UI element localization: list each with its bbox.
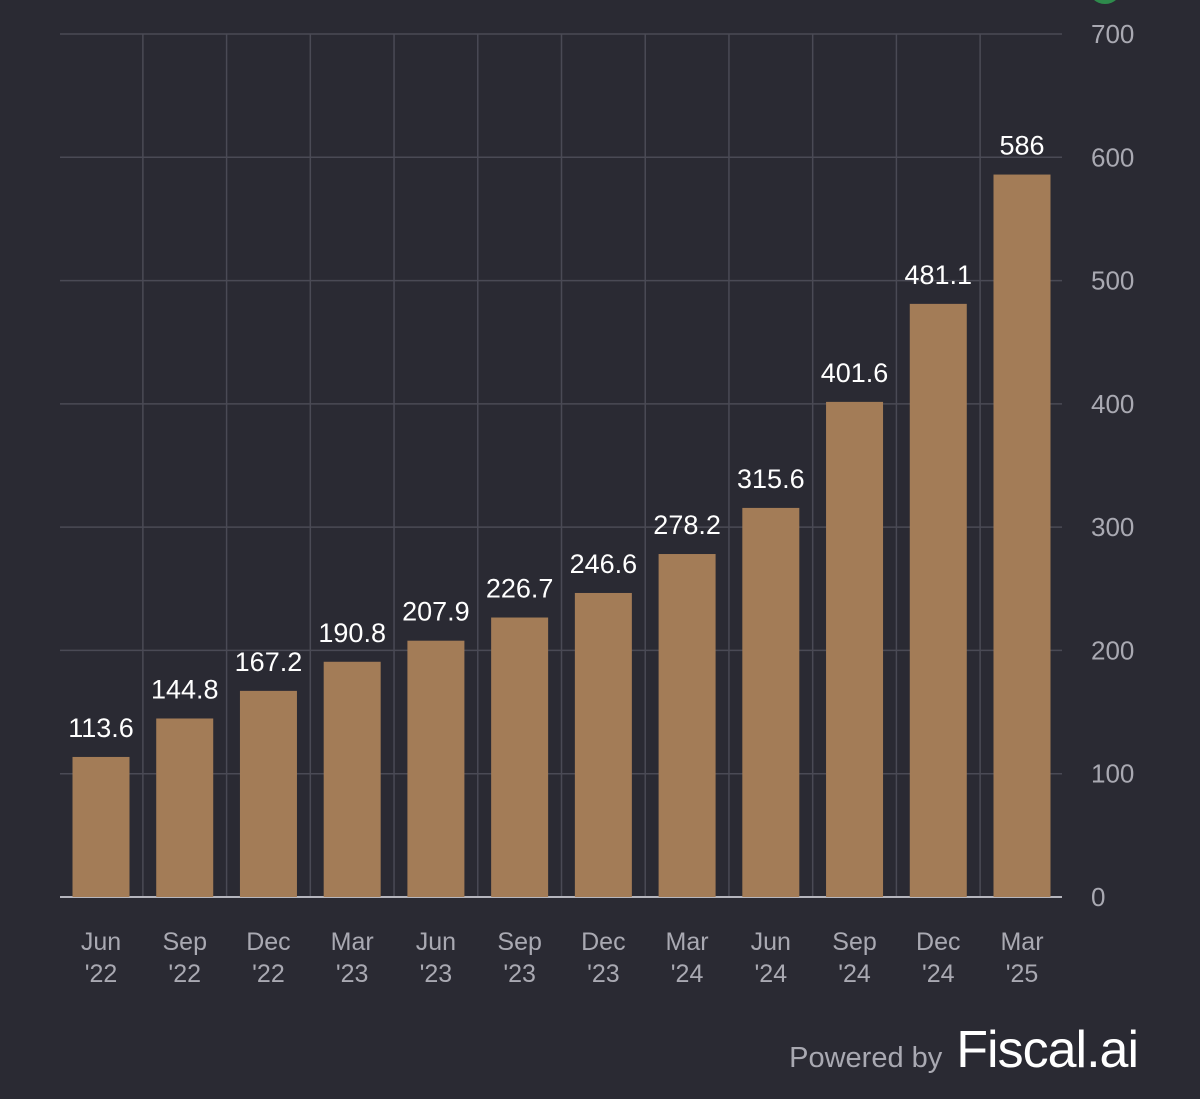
- x-tick-label: Dec '23: [581, 928, 625, 988]
- bar-value-label: 315.6: [737, 464, 805, 494]
- grid-lines: [60, 33, 1062, 898]
- y-tick-label: 0: [1091, 882, 1105, 912]
- y-tick-label: 300: [1091, 512, 1134, 542]
- bar-value-label: 207.9: [402, 597, 470, 627]
- y-tick-label: 400: [1091, 389, 1134, 419]
- bar-value-label: 481.1: [904, 260, 972, 290]
- bar-value-label: 226.7: [486, 574, 554, 604]
- x-tick-label: Dec '24: [916, 928, 960, 988]
- y-tick-label: 200: [1091, 635, 1134, 665]
- bar-value-label: 278.2: [653, 510, 721, 540]
- x-tick-label: Dec '22: [246, 928, 290, 988]
- bar-value-label: 144.8: [151, 674, 219, 704]
- bar: [323, 661, 381, 897]
- y-axis-ticks: 0 100 200 300 400 500 600 700: [1091, 19, 1134, 912]
- x-tick-label: Jun '23: [416, 928, 456, 988]
- x-tick-label: Mar '24: [666, 928, 709, 988]
- x-tick-label: Sep '24: [832, 928, 876, 988]
- bar: [491, 617, 549, 897]
- x-tick-label: Jun '24: [751, 928, 791, 988]
- bar-value-label: 113.6: [68, 713, 134, 743]
- bar: [239, 690, 297, 897]
- bar-value-label: 246.6: [570, 549, 638, 579]
- bar: [574, 592, 632, 897]
- brand-logo-text: Fiscal.ai: [956, 1021, 1139, 1079]
- bar-value-label: 190.8: [318, 618, 386, 648]
- bar-value-label: 167.2: [235, 647, 303, 677]
- bar-value-label: 586: [999, 131, 1044, 161]
- y-tick-label: 500: [1091, 266, 1134, 296]
- footer-attribution: Powered by Fiscal.ai: [789, 1020, 1139, 1086]
- bar: [407, 640, 465, 897]
- y-tick-label: 700: [1091, 19, 1134, 49]
- x-axis-ticks: Jun '22 Sep '22 Dec '22 Mar '23 Jun '23 Sep '23 Dec '…: [81, 928, 1044, 988]
- bar: [658, 554, 716, 897]
- x-tick-label: Mar '23: [331, 928, 374, 988]
- powered-by-text: Powered by: [789, 1042, 943, 1074]
- bar-value-label: 401.6: [821, 358, 889, 388]
- x-tick-label: Sep '23: [497, 928, 541, 988]
- value-labels: 113.6 144.8 167.2 190.8 207.9 226.7 246.6 278.2…: [68, 131, 1044, 743]
- x-tick-label: Jun '22: [81, 928, 121, 988]
- corner-logo-fragment: [1088, 0, 1122, 4]
- y-tick-label: 600: [1091, 142, 1134, 172]
- bar: [742, 507, 800, 897]
- bar: [909, 303, 967, 897]
- y-tick-label: 100: [1091, 759, 1134, 789]
- bar: [72, 756, 130, 897]
- bar: [826, 401, 884, 897]
- x-tick-label: Sep '22: [162, 928, 206, 988]
- bar: [156, 718, 214, 897]
- bars: [72, 174, 1051, 897]
- bar: [993, 174, 1051, 897]
- x-tick-label: Mar '25: [1000, 928, 1043, 988]
